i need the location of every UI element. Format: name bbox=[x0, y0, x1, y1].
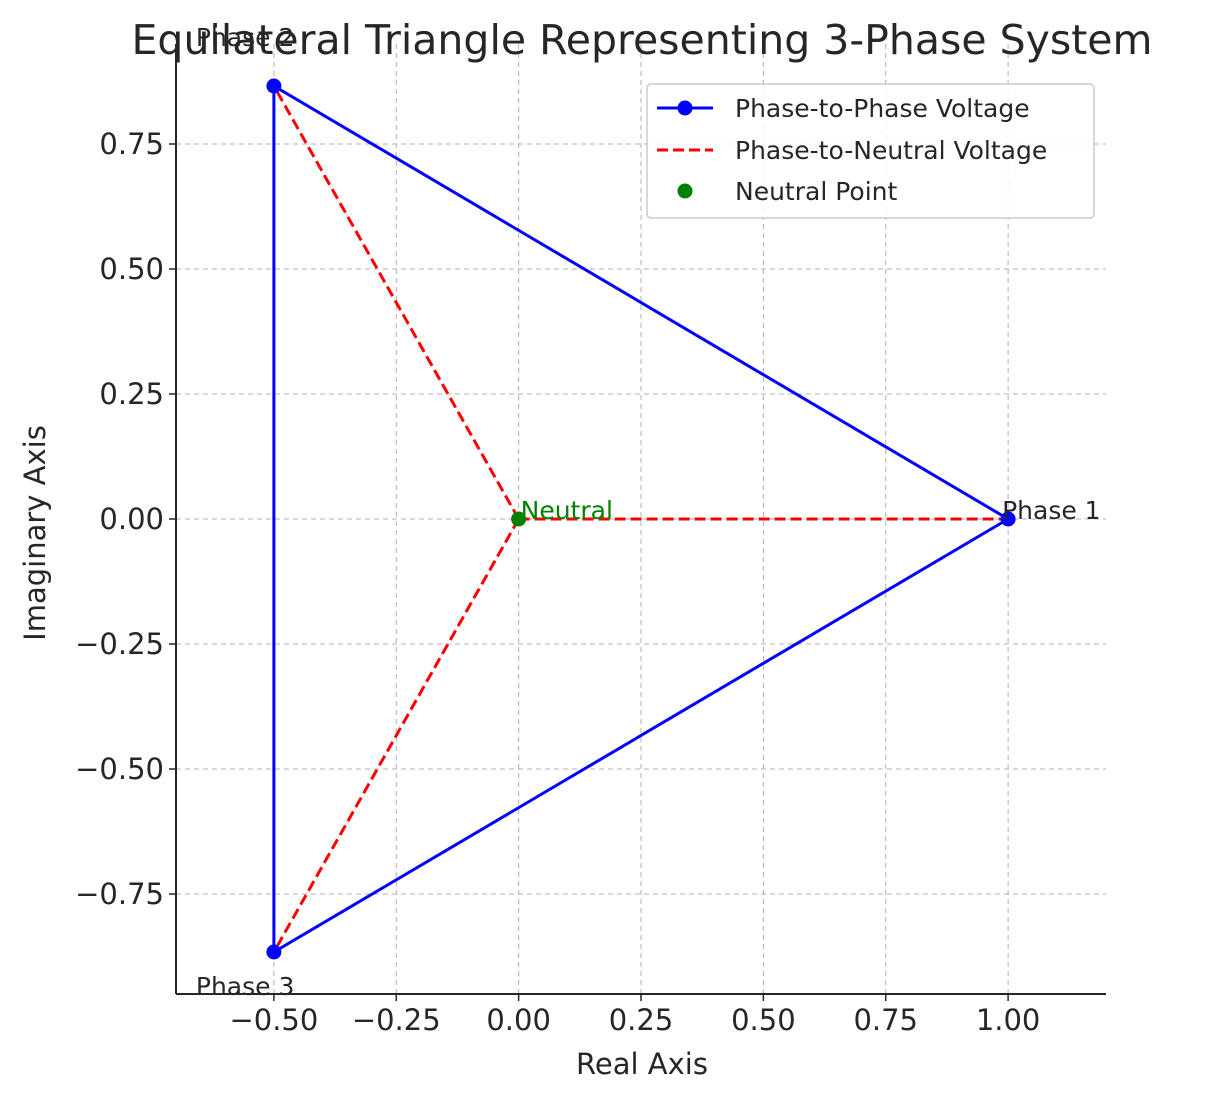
y-tick-label: −0.75 bbox=[75, 877, 164, 911]
phase-to-neutral-line bbox=[272, 518, 520, 953]
y-tick-label: 0.25 bbox=[99, 377, 164, 411]
annotations: Phase 1 Phase 2 Phase 3 Neutral bbox=[196, 23, 1101, 1001]
y-axis-label: Imaginary Axis bbox=[18, 425, 52, 641]
phase-point bbox=[1000, 511, 1016, 527]
phase-point bbox=[266, 944, 282, 960]
x-tick-label: −0.50 bbox=[229, 1003, 318, 1037]
y-tick-label: −0.25 bbox=[75, 627, 164, 661]
legend: Phase-to-Phase Voltage Phase-to-Neutral V… bbox=[646, 83, 1095, 219]
phase-point bbox=[266, 78, 282, 94]
annotation-label: Phase 3 bbox=[196, 972, 294, 1001]
x-tick-label: −0.25 bbox=[352, 1003, 441, 1037]
chart-title: Equilateral Triangle Representing 3-Phas… bbox=[132, 16, 1153, 64]
legend-entry-label: Phase-to-Phase Voltage bbox=[735, 94, 1030, 123]
x-tick-label: 1.00 bbox=[976, 1003, 1041, 1037]
neutral-point bbox=[511, 511, 527, 527]
legend-marker-neutral bbox=[677, 183, 693, 199]
x-axis-label: Real Axis bbox=[576, 1047, 708, 1081]
x-tick-label: 0.00 bbox=[486, 1003, 551, 1037]
plot-area bbox=[266, 78, 1016, 960]
annotation-label: Phase 1 bbox=[1002, 496, 1100, 525]
y-tick-label: 0.50 bbox=[99, 252, 164, 286]
phase-to-neutral-line bbox=[272, 85, 520, 520]
x-tick-label: 0.25 bbox=[609, 1003, 674, 1037]
annotation-label: Neutral bbox=[521, 496, 613, 525]
y-tick-label: 0.00 bbox=[99, 502, 164, 536]
axes: −0.50 −0.25 0.00 0.25 0.50 0.75 1.00 −0.75 −0.50… bbox=[75, 44, 1106, 1037]
legend-entry-label: Phase-to-Neutral Voltage bbox=[735, 136, 1047, 165]
y-tick-label: −0.50 bbox=[75, 752, 164, 786]
y-tick-label: 0.75 bbox=[99, 127, 164, 161]
annotation-label: Phase 2 bbox=[196, 23, 294, 52]
x-tick-label: 0.75 bbox=[853, 1003, 918, 1037]
legend-entry-label: Neutral Point bbox=[735, 177, 897, 206]
legend-marker-phase-to-phase bbox=[677, 100, 693, 116]
phase-to-phase-line bbox=[272, 83, 1009, 955]
legend-box bbox=[646, 83, 1095, 219]
x-tick-label: 0.50 bbox=[731, 1003, 796, 1037]
